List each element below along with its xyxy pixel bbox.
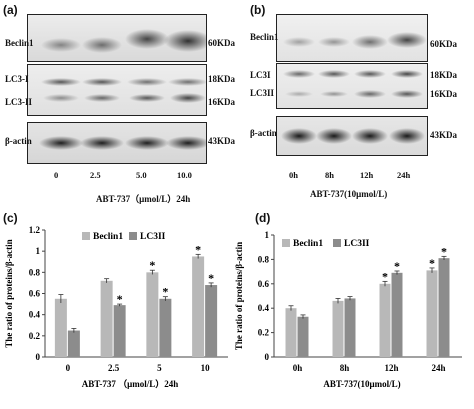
y-tick-label: 0 xyxy=(36,352,41,362)
bar-lc3ii-3 xyxy=(205,285,218,357)
y-tick-label: 0.4 xyxy=(29,310,41,320)
x-tick-label: 2.5 xyxy=(108,363,120,373)
significance-star: * xyxy=(441,244,447,258)
x-tick-label: 24h xyxy=(431,363,445,373)
y-tick-label: 0.8 xyxy=(258,254,270,264)
lane-label-a-2: 2.5 xyxy=(90,170,101,180)
lc3-blot-b xyxy=(276,63,428,109)
lc3i-label-b: LC3I xyxy=(250,70,271,80)
x-axis-title: ABT-737(10μmol/L) xyxy=(323,379,400,389)
bar-beclin1-3 xyxy=(426,270,438,357)
panel-d-letter: (d) xyxy=(255,211,271,225)
bar-lc3ii-0 xyxy=(297,316,309,357)
lc3-i-label-a: LC3-I xyxy=(5,74,29,84)
bar-lc3ii-1 xyxy=(113,305,126,357)
kda-43-b: 43KDa xyxy=(430,130,457,140)
lc3-blot-a xyxy=(27,64,207,116)
lc3-ii-label-a: LC3-II xyxy=(5,97,33,107)
y-tick-label: 1 xyxy=(265,230,270,240)
lane-label-a-3: 5.0 xyxy=(136,170,147,180)
bar-beclin1-2 xyxy=(379,283,391,357)
x-axis-title: ABT-737 （μmol/L）24h xyxy=(82,379,179,389)
lc3ii-label-b: LC3II xyxy=(250,88,275,98)
kda-16-a: 16KDa xyxy=(208,97,235,107)
y-axis-title: The ratio of proteins/β-actin xyxy=(234,242,244,350)
bar-lc3ii-3 xyxy=(438,258,450,357)
legend-label-0: Beclin1 xyxy=(93,232,123,242)
caption-b: ABT-737(10μmol/L) xyxy=(310,189,388,199)
y-tick-label: 0.2 xyxy=(258,328,270,338)
kda-43-a: 43KDa xyxy=(208,136,235,146)
x-tick-label: 5 xyxy=(157,363,162,373)
lane-label-a-4: 10.0 xyxy=(177,170,192,180)
y-tick-label: 0.6 xyxy=(29,289,41,299)
significance-star: * xyxy=(208,271,214,285)
y-tick-label: 0.8 xyxy=(29,267,41,277)
x-tick-label: 12h xyxy=(384,363,398,373)
actin-blot-a xyxy=(27,122,207,164)
actin-label-b: β-actin xyxy=(250,128,277,138)
lane-label-b-3: 12h xyxy=(360,170,374,180)
significance-star: * xyxy=(429,256,435,270)
y-tick-label: 0.4 xyxy=(258,303,270,313)
significance-star: * xyxy=(394,259,400,273)
kda-60-b: 60KDa xyxy=(430,39,457,49)
chart-c: 0 0.2 0.4 0.6 0.8 1 1.2 The ratio of proteins/β… xyxy=(4,225,228,389)
significance-star: * xyxy=(162,285,168,299)
bar-beclin1-1 xyxy=(332,300,344,357)
y-axis-title: The ratio of proteins/β-actin xyxy=(4,239,14,347)
bar-lc3ii-0 xyxy=(67,330,80,357)
y-tick-label: 0.6 xyxy=(258,279,270,289)
kda-60-a: 60KDa xyxy=(208,38,235,48)
lane-label-a-1: 0 xyxy=(54,170,59,180)
x-tick-label: 0 xyxy=(66,363,71,373)
significance-star: * xyxy=(117,292,123,306)
bar-beclin1-0 xyxy=(54,298,67,357)
bar-beclin1-0 xyxy=(285,308,297,357)
y-tick-label: 1 xyxy=(36,246,41,256)
significance-star: * xyxy=(382,269,388,283)
actin-blot-b xyxy=(276,116,428,156)
panel-b-letter: (b) xyxy=(250,3,266,17)
bar-beclin1-3 xyxy=(192,256,205,357)
lane-label-b-4: 24h xyxy=(397,170,411,180)
panel-a-letter: (a) xyxy=(3,3,18,17)
y-tick-label: 0.2 xyxy=(29,331,41,341)
beclin1-label-a: Beclin1 xyxy=(5,38,34,48)
kda-18-b: 18KDa xyxy=(430,70,457,80)
chart-d: 0 0.2 0.4 0.6 0.8 1 The ratio of proteins/β-ac… xyxy=(234,230,462,389)
bar-lc3ii-2 xyxy=(159,298,172,357)
beclin1-blot-a xyxy=(27,14,207,62)
legend-label-1: LC3II xyxy=(344,239,370,249)
caption-a: ABT-737（μmol/L）24h xyxy=(96,194,191,204)
legend-label-1: LC3II xyxy=(140,232,166,242)
lane-label-b-2: 8h xyxy=(325,170,334,180)
beclin1-label-b: Beclin1 xyxy=(250,32,279,42)
y-tick-label: 1.2 xyxy=(29,225,41,235)
bar-beclin1-1 xyxy=(100,280,113,357)
bar-lc3ii-1 xyxy=(344,298,356,357)
legend-label-0: Beclin1 xyxy=(293,239,323,249)
significance-star: * xyxy=(149,258,155,272)
kda-18-a: 18KDa xyxy=(208,74,235,84)
legend-swatch-0 xyxy=(282,239,290,247)
x-tick-label: 10 xyxy=(201,363,211,373)
kda-16-b: 16KDa xyxy=(430,89,457,99)
legend-swatch-1 xyxy=(333,239,341,247)
panel-c-letter: (c) xyxy=(3,211,18,225)
bar-beclin1-2 xyxy=(146,272,159,357)
bar-lc3ii-2 xyxy=(391,272,403,357)
beclin1-blot-b xyxy=(276,14,428,62)
x-tick-label: 8h xyxy=(340,363,350,373)
lane-label-b-1: 0h xyxy=(289,170,298,180)
significance-star: * xyxy=(195,242,201,256)
actin-label-a: β-actin xyxy=(5,136,32,146)
legend-swatch-0 xyxy=(82,232,90,240)
legend-swatch-1 xyxy=(129,232,137,240)
y-tick-label: 0 xyxy=(265,352,270,362)
x-tick-label: 0h xyxy=(293,363,303,373)
